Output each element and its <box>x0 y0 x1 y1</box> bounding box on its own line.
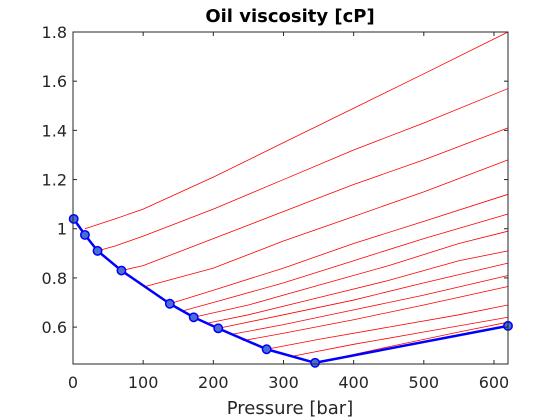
undersaturated-curve-1 <box>84 31 509 230</box>
saturated-curve <box>72 218 509 365</box>
undersaturated-curve-10 <box>230 275 509 335</box>
saturated-point <box>92 245 103 256</box>
y-tick-label: 0.8 <box>42 269 67 288</box>
y-tick-label: 1.4 <box>42 121 67 140</box>
x-tick-label: 300 <box>268 373 299 392</box>
undersaturated-curve-11 <box>242 286 509 342</box>
undersaturated-curve-4 <box>145 159 509 287</box>
undersaturated-curve-9 <box>218 262 509 329</box>
x-tick-label: 200 <box>198 373 229 392</box>
undersaturated-curve-5 <box>169 193 509 305</box>
x-axis: 0 100 200 300 400 500 600 <box>68 32 509 392</box>
x-tick-label: 100 <box>128 373 159 392</box>
chart-title: Oil viscosity [cP] <box>205 6 374 27</box>
undersaturated-curve-12 <box>266 304 509 350</box>
plot-content <box>68 31 513 368</box>
saturated-point <box>79 229 90 240</box>
x-tick-label: 400 <box>338 373 369 392</box>
undersaturated-curve-6 <box>181 213 509 312</box>
saturated-point <box>310 357 321 368</box>
y-tick-label: 1 <box>57 220 67 239</box>
saturated-point <box>116 265 127 276</box>
undersaturated-curve-8 <box>206 250 509 324</box>
saturated-point <box>164 298 175 309</box>
y-tick-label: 1.6 <box>42 72 67 91</box>
undersaturated-curve-7 <box>193 230 509 318</box>
undersaturated-curve-3 <box>121 127 509 271</box>
y-tick-label: 0.6 <box>42 318 67 337</box>
y-tick-label: 1.2 <box>42 171 67 190</box>
saturated-point <box>68 213 79 224</box>
y-axis: 0.6 0.8 1 1.2 1.4 1.6 1.8 <box>42 23 508 337</box>
undersaturated-curve-13 <box>290 316 509 358</box>
x-tick-label: 600 <box>479 373 510 392</box>
undersaturated-curve-2 <box>97 88 509 252</box>
x-axis-label: Pressure [bar] <box>227 398 353 419</box>
saturated-point <box>213 323 224 334</box>
saturated-point <box>261 344 272 355</box>
saturated-point <box>188 312 199 323</box>
plot-frame <box>72 31 509 365</box>
y-tick-label: 1.8 <box>42 23 67 42</box>
x-tick-label: 0 <box>68 373 78 392</box>
x-tick-label: 500 <box>409 373 440 392</box>
